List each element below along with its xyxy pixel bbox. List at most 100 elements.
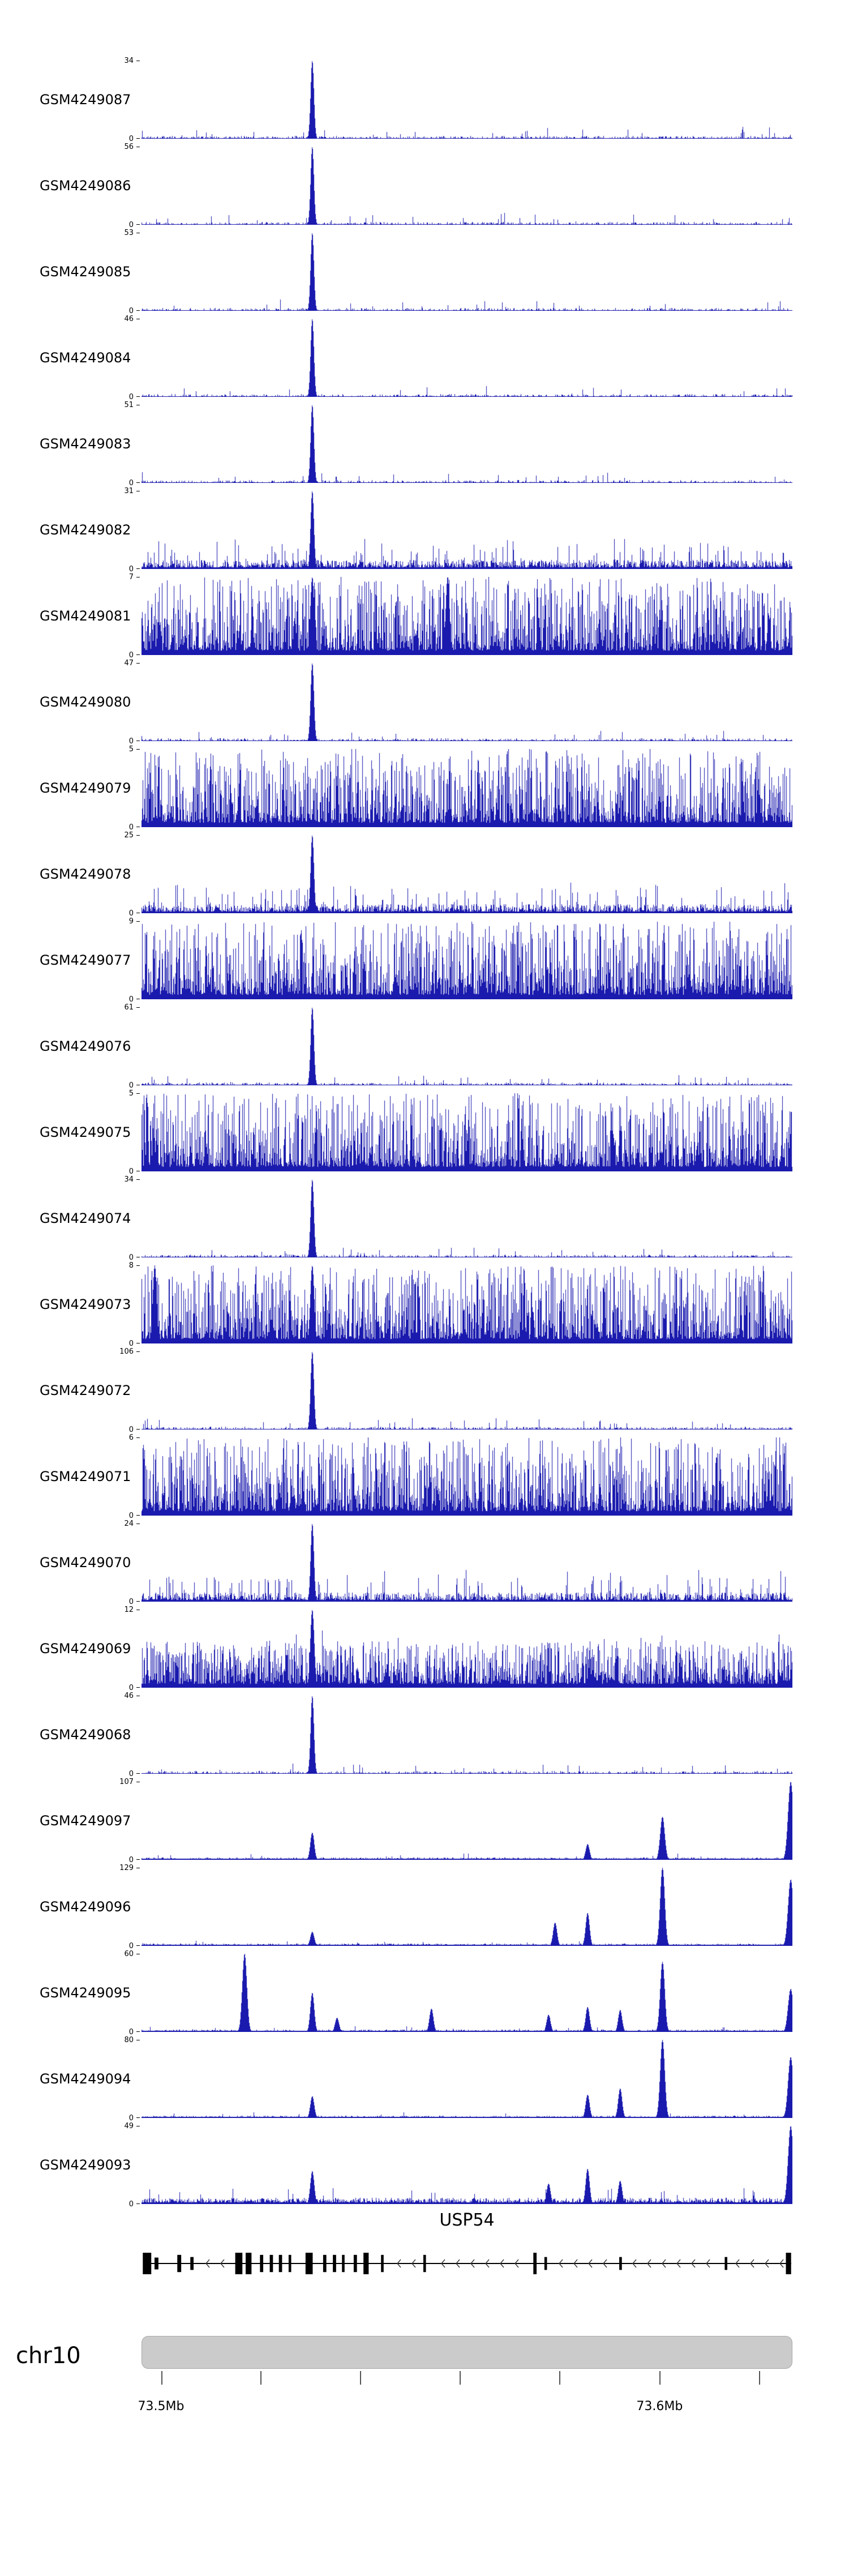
strand-arrow-left-icon [456, 2259, 460, 2268]
y-axis-min: 0 [128, 565, 134, 574]
exon-box [786, 2253, 791, 2274]
signal-histogram [142, 1954, 792, 2032]
y-axis-tick [136, 835, 140, 836]
track-row: GSM4249077 9 0 [0, 917, 849, 1004]
track-row: GSM4249083 51 0 [0, 401, 849, 487]
y-axis-tick [136, 654, 140, 655]
track-row: GSM4249097 107 0 [0, 1778, 849, 1864]
exon-box [288, 2254, 291, 2273]
y-axis-max: 9 [128, 917, 134, 926]
strand-arrow-left-icon [691, 2259, 696, 2268]
gene-track: USP54 [0, 2207, 849, 2306]
track-row: GSM4249076 61 0 [0, 1003, 849, 1090]
strand-arrow-left-icon [750, 2259, 754, 2268]
y-axis-max: 5 [128, 745, 134, 754]
exon-box [260, 2254, 264, 2273]
y-axis-tick [136, 396, 140, 397]
y-axis-min: 0 [128, 393, 134, 401]
signal-histogram [142, 2040, 792, 2118]
y-axis-tick [136, 1093, 140, 1094]
strand-arrow-left-icon [706, 2259, 710, 2268]
strand-arrow-left-icon [632, 2259, 637, 2268]
y-axis-tick [136, 1351, 140, 1352]
axis-tick-label: 73.6Mb [636, 2399, 683, 2414]
track-label: GSM4249087 [40, 92, 131, 108]
axis-tick [559, 2371, 561, 2385]
y-axis-max: 8 [128, 1261, 134, 1270]
track-row: GSM4249085 53 0 [0, 229, 849, 315]
y-axis-max: 34 [124, 57, 134, 65]
y-axis-min: 0 [128, 479, 134, 487]
y-axis-min: 0 [128, 2114, 134, 2123]
strand-arrow-left-icon [779, 2259, 784, 2268]
exon-box [269, 2254, 273, 2273]
signal-histogram [142, 1696, 792, 1774]
signal-tracks: GSM4249087 34 0 GSM4249086 56 0 GSM4249085 53 0 G… [0, 57, 849, 2209]
y-axis-min: 0 [128, 1081, 134, 1090]
signal-histogram [142, 1610, 792, 1688]
strand-arrow-left-icon [647, 2259, 651, 2268]
track-row: GSM4249071 6 0 [0, 1434, 849, 1520]
signal-histogram [142, 1351, 792, 1430]
y-axis-tick [136, 1265, 140, 1266]
y-axis-min: 0 [128, 1512, 134, 1520]
y-axis-max: 47 [124, 659, 134, 667]
track-row: GSM4249072 106 0 [0, 1347, 849, 1434]
genome-axis: 73.5Mb 73.6Mb [0, 2371, 849, 2422]
strand-arrow-left-icon [411, 2259, 416, 2268]
strand-arrow-left-icon [573, 2259, 578, 2268]
track-row: GSM4249096 129 0 [0, 1864, 849, 1950]
track-row: GSM4249073 8 0 [0, 1261, 849, 1348]
signal-histogram [142, 147, 792, 225]
y-axis-tick [136, 2117, 140, 2118]
signal-histogram [142, 749, 792, 827]
y-axis-max: 7 [128, 573, 134, 581]
exon-box [533, 2253, 537, 2274]
track-row: GSM4249074 34 0 [0, 1175, 849, 1262]
y-axis-max: 80 [124, 2036, 134, 2044]
y-axis-tick [136, 310, 140, 311]
strand-arrow-left-icon [485, 2259, 490, 2268]
track-label: GSM4249074 [40, 1210, 131, 1226]
y-axis-tick [136, 1007, 140, 1008]
exon-box [423, 2254, 426, 2273]
y-axis-tick [136, 1687, 140, 1688]
track-label: GSM4249081 [40, 608, 131, 624]
y-axis-max: 25 [124, 831, 134, 840]
track-row: GSM4249068 46 0 [0, 1692, 849, 1778]
y-axis-tick [136, 224, 140, 225]
track-row: GSM4249081 7 0 [0, 573, 849, 660]
y-axis-min: 0 [128, 2028, 134, 2036]
strand-arrow-left-icon [397, 2259, 401, 2268]
y-axis-max: 53 [124, 229, 134, 237]
y-axis-min: 0 [128, 1340, 134, 1348]
y-axis-tick [136, 1437, 140, 1438]
y-axis-min: 0 [128, 1856, 134, 1864]
y-axis-min: 0 [128, 909, 134, 918]
track-label: GSM4249093 [40, 2157, 131, 2173]
track-label: GSM4249096 [40, 1899, 131, 1915]
strand-arrow-left-icon [588, 2259, 593, 2268]
gene-title: USP54 [439, 2210, 495, 2230]
axis-tick [260, 2371, 262, 2385]
track-row: GSM4249082 31 0 [0, 487, 849, 574]
gene-model [143, 2253, 791, 2274]
axis-tick-label: 73.5Mb [138, 2399, 185, 2414]
signal-histogram [142, 233, 792, 311]
exon-box [363, 2253, 369, 2274]
y-axis-tick [136, 1179, 140, 1180]
y-axis-tick [136, 1601, 140, 1602]
track-row: GSM4249078 25 0 [0, 831, 849, 918]
y-axis-min: 0 [128, 737, 134, 746]
y-axis-tick [136, 138, 140, 139]
axis-tick [460, 2371, 461, 2385]
exon-box [177, 2254, 182, 2273]
track-label: GSM4249071 [40, 1469, 131, 1484]
track-label: GSM4249078 [40, 866, 131, 882]
y-axis-tick [136, 749, 140, 750]
strand-arrow-left-icon [559, 2259, 563, 2268]
exon-box [278, 2254, 282, 2273]
track-label: GSM4249086 [40, 178, 131, 194]
y-axis-max: 12 [124, 1606, 134, 1614]
track-label: GSM4249072 [40, 1383, 131, 1398]
